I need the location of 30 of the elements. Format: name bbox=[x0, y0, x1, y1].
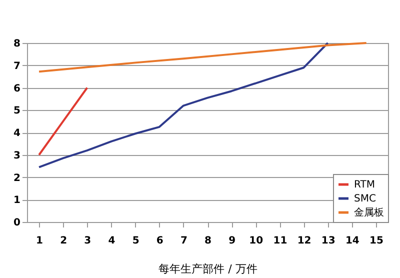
x-tick-label: 10 bbox=[249, 236, 264, 246]
x-tick-label: 7 bbox=[180, 236, 188, 246]
x-tick-label: 13 bbox=[321, 236, 336, 246]
y-tick-label: 8 bbox=[14, 38, 21, 50]
y-tick-label: 0 bbox=[14, 218, 21, 228]
y-tick-label: 5 bbox=[14, 106, 21, 117]
x-tick-label: 14 bbox=[345, 236, 360, 246]
y-tick-label: 4 bbox=[14, 128, 21, 139]
x-tick-label: 2 bbox=[60, 236, 68, 246]
x-tick-label: 9 bbox=[228, 236, 236, 246]
y-tick-label: 2 bbox=[14, 172, 21, 184]
legend-label: SMC bbox=[354, 194, 376, 204]
legend-label: 金属板 bbox=[354, 206, 384, 218]
x-tick-label: 5 bbox=[132, 236, 140, 246]
x-axis-title: 每年生产部件 / 万件 bbox=[158, 262, 258, 276]
y-tick-label: 6 bbox=[14, 83, 21, 94]
x-tick-label: 6 bbox=[156, 236, 164, 246]
x-tick-label: 3 bbox=[84, 236, 92, 246]
x-tick-label: 1 bbox=[36, 236, 44, 246]
y-tick-label: 1 bbox=[14, 195, 21, 206]
y-tick-label: 3 bbox=[14, 150, 21, 162]
y-tick-label: 7 bbox=[14, 60, 21, 72]
x-tick-label: 8 bbox=[204, 236, 212, 246]
x-tick-label: 15 bbox=[370, 236, 384, 246]
line-series bbox=[38, 42, 368, 73]
x-tick-label: 12 bbox=[297, 236, 312, 246]
line-series bbox=[38, 42, 329, 168]
x-tick-label: 4 bbox=[108, 236, 116, 246]
legend-label: RTM bbox=[354, 180, 375, 190]
x-tick-label: 11 bbox=[273, 236, 288, 246]
